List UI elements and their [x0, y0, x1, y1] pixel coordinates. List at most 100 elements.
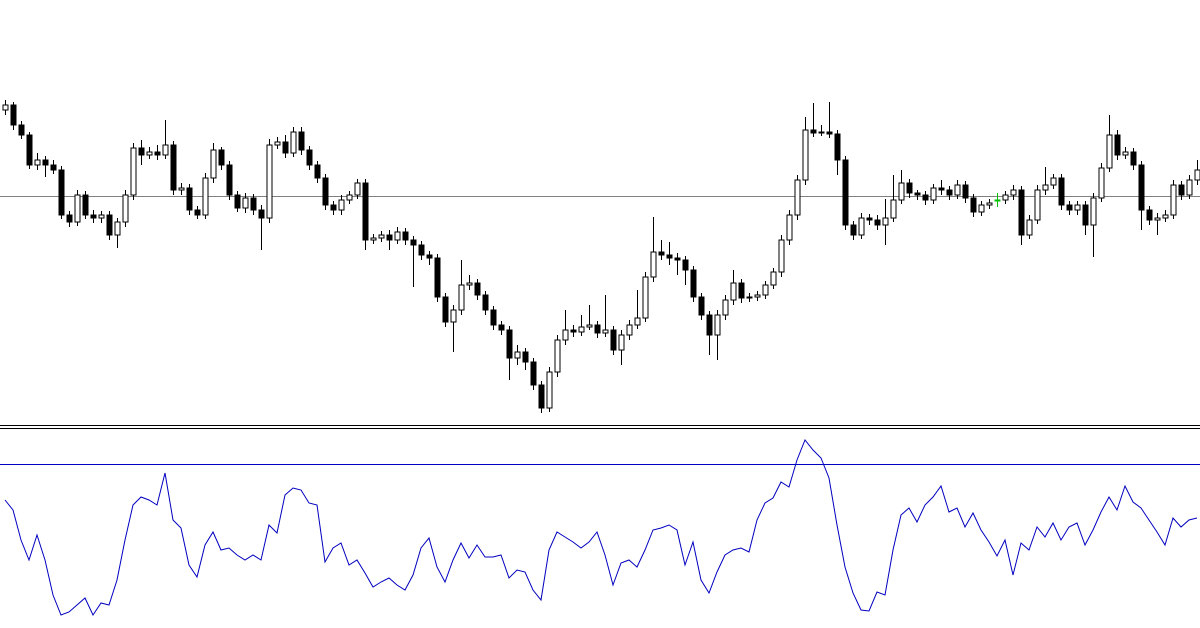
candle-body	[106, 214, 113, 236]
candle-body	[594, 324, 601, 334]
candle-body	[546, 371, 553, 409]
candle-body	[282, 141, 289, 154]
candle-body	[154, 151, 161, 156]
candle-body	[1090, 197, 1097, 226]
candle-body	[634, 317, 641, 326]
candle-body	[554, 339, 561, 373]
candle-body	[1018, 189, 1025, 236]
candle-body	[354, 182, 361, 196]
candle-body	[114, 221, 121, 236]
candle-body	[890, 199, 897, 219]
candle-body	[562, 329, 569, 341]
candle-body	[658, 251, 665, 256]
candle-body	[226, 164, 233, 196]
candle-body	[178, 187, 185, 191]
candle-body	[882, 217, 889, 226]
candle-body	[618, 334, 625, 351]
candle-body	[202, 177, 209, 216]
candle-body	[378, 234, 385, 239]
candle-body	[426, 254, 433, 259]
candle-body	[402, 231, 409, 241]
candle-body	[26, 134, 33, 166]
candle-body	[1146, 209, 1153, 221]
candle-body	[786, 214, 793, 241]
candle-body	[626, 324, 633, 336]
candle-body	[1106, 134, 1113, 169]
candle-body	[706, 314, 713, 336]
candle-body	[450, 309, 457, 323]
candle-body	[834, 133, 841, 161]
candle-body	[754, 294, 761, 298]
candle-body	[866, 217, 873, 221]
candle-body	[170, 144, 177, 191]
candle-body	[434, 257, 441, 298]
candle-body	[850, 224, 857, 236]
candle-body	[370, 237, 377, 241]
candle-body	[82, 194, 89, 216]
candle-body	[986, 202, 993, 206]
candle-body	[298, 131, 305, 151]
candle-body	[258, 209, 265, 219]
candle-body	[330, 204, 337, 211]
candle-body	[586, 324, 593, 328]
candle-body	[810, 129, 817, 134]
candle-body	[90, 214, 97, 219]
candle-body	[458, 284, 465, 311]
candle-body	[418, 244, 425, 256]
candle-body	[682, 259, 689, 271]
candle-body	[466, 282, 473, 286]
candle-body	[1002, 194, 1009, 201]
candle-body	[922, 194, 929, 201]
candle-body	[930, 187, 937, 201]
candle-body	[442, 296, 449, 323]
candle-body	[138, 147, 145, 156]
candle-body	[274, 141, 281, 146]
candle-body	[794, 179, 801, 216]
candle-body	[290, 131, 297, 154]
candle-body	[474, 282, 481, 296]
candle-body	[1050, 177, 1057, 186]
candle-body	[10, 104, 17, 126]
candle-body	[722, 299, 729, 316]
candle-body	[530, 361, 537, 386]
candle-body	[1130, 151, 1137, 166]
candle-body	[698, 296, 705, 316]
candle-body	[906, 182, 913, 194]
candle-body	[1082, 204, 1089, 226]
candle-body	[778, 239, 785, 273]
candle-body	[994, 199, 1001, 202]
candle-body	[186, 187, 193, 211]
candle-body	[42, 159, 49, 166]
candle-body	[250, 197, 257, 211]
candle-body	[578, 326, 585, 333]
candle-body	[914, 192, 921, 196]
candle-body	[490, 309, 497, 326]
candle-body	[146, 151, 153, 156]
candle-body	[602, 329, 609, 334]
candle-body	[762, 284, 769, 296]
candle-body	[962, 184, 969, 199]
candle-body	[690, 269, 697, 298]
candle-body	[746, 296, 753, 299]
candle-body	[770, 271, 777, 286]
candle-body	[730, 282, 737, 301]
candle-body	[338, 199, 345, 211]
candle-body	[1010, 189, 1017, 196]
candle-body	[130, 147, 137, 196]
candle-body	[162, 144, 169, 156]
candle-body	[218, 149, 225, 166]
candle-body	[34, 159, 41, 166]
candle-body	[874, 219, 881, 226]
candle-body	[1042, 184, 1049, 191]
candle-body	[362, 182, 369, 241]
candle-body	[1066, 204, 1073, 211]
candle-body	[394, 231, 401, 241]
candle-body	[1178, 184, 1185, 196]
candle-body	[514, 351, 521, 359]
candle-body	[946, 189, 953, 196]
candle-body	[50, 164, 57, 171]
candle-body	[1162, 214, 1169, 219]
candle-body	[498, 324, 505, 331]
